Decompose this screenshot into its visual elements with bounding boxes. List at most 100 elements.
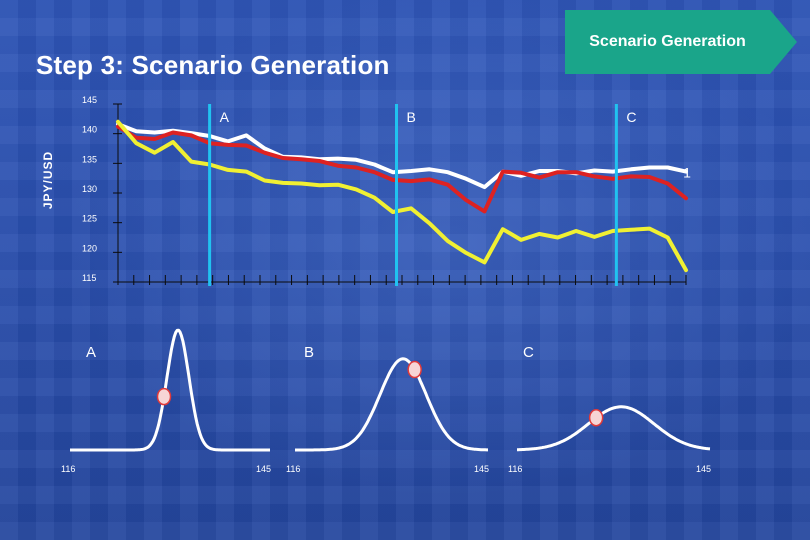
series-2-point [190,134,192,137]
series-2-point [483,210,486,212]
y-tick-label: 135 [82,154,97,164]
y-tick-label: 145 [82,95,97,105]
distribution-curve-c [516,405,711,452]
series-3-point [502,228,504,230]
series-2-point [263,152,266,154]
series-2-point [575,171,577,173]
series-2-point [392,179,394,181]
series-1-point [355,159,357,161]
series-2-point [355,166,357,169]
series-2-point [373,171,376,173]
series-1-point [337,157,339,160]
line-chart: 145 140 135 130 125 120 115 A B C 1 [82,95,691,286]
series-3-point [410,207,412,210]
series-1-point [227,140,229,142]
series-3-point [263,179,266,182]
series-1-point [648,166,650,169]
series-3-point [630,229,632,231]
distribution-charts: A 116 145 B 116 145 C 116 145 [61,328,711,474]
series-1-point [263,147,266,150]
series-3-point [538,233,541,235]
series-3-point [520,239,522,241]
series-1-point [447,171,449,173]
distribution-label-b: B [304,344,314,361]
distribution-min-label-c: 116 [508,464,522,474]
series-2-point [227,144,229,146]
series-3-point [154,152,156,154]
series-2-point [117,125,119,128]
series-annotation: 1 [683,165,691,181]
distribution-max-label-c: 145 [696,464,711,474]
distribution-min-label-a: 116 [61,464,75,474]
series-2-point [520,172,522,174]
series-1-point [428,168,431,170]
series-3-point [648,228,650,230]
y-tick-label: 115 [82,273,96,283]
series-3-point [135,142,137,144]
distribution-label-c: C [523,344,534,361]
y-tick-label: 120 [82,243,97,253]
distribution-max-label-b: 145 [474,464,489,474]
series-1-point [593,169,595,172]
y-tick-label: 130 [82,184,97,194]
series-1-point [538,170,541,172]
series-3-point [190,160,192,163]
series-2-point [648,176,650,178]
series-2-point [502,171,504,173]
series-1-point [685,171,687,173]
series-3-point [465,252,467,254]
series-3-point [667,236,669,239]
series-2-point [428,178,431,180]
series-3-point [428,222,431,224]
series-1-point [135,130,137,132]
distribution-label-a: A [86,344,96,361]
series-1-point [667,166,669,169]
marker-label-c: C [626,109,636,125]
series-3-point [392,211,394,213]
series-2-point [282,157,284,159]
series-2-point [447,184,449,186]
series-3-point [373,197,376,199]
series-2-point [154,138,156,140]
series-2-point [612,178,614,180]
series-2-point [630,175,632,177]
series-2-point [685,197,687,199]
series-3-point [337,184,339,186]
series-1-point [154,131,156,134]
series-2-point [318,160,321,162]
series-1-point [520,175,522,177]
distribution-point-c [588,409,604,427]
series-1-point [245,134,247,137]
series-3-point [318,184,321,186]
distribution-curve-a [69,328,271,452]
series-line-1 [116,122,688,190]
series-3-point [575,230,577,232]
distribution-curve-b [294,357,489,452]
series-1-point [612,171,614,173]
distribution-point-a [156,387,172,406]
series-3-point [483,261,486,264]
series-3-point [593,236,595,238]
series-2-point [593,175,595,177]
series-1-point [392,171,394,173]
series-line-2 [116,124,688,214]
y-tick-label: 125 [82,214,97,224]
series-3-point [300,182,302,185]
series-line-3 [116,119,688,273]
series-3-point [685,269,687,271]
series-2-point [172,131,174,134]
page-title: Step 3: Scenario Generation [36,50,390,80]
series-3-point [227,169,229,171]
marker-label-b: B [407,109,416,125]
series-1-point [410,170,412,172]
marker-label-a: A [220,109,230,125]
series-2-point [135,137,137,139]
series-1-point [373,163,376,166]
series-3-point [282,182,284,184]
series-2-point [300,158,302,160]
series-1-point [630,168,632,170]
y-tick-label: 140 [82,125,97,135]
series-3-point [355,188,357,191]
series-3-point [557,236,559,239]
